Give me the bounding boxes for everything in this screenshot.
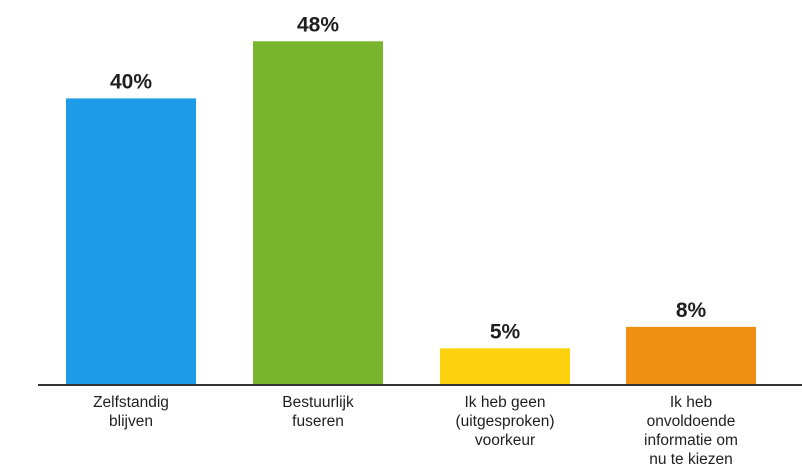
category-label-line: Ik heb geen [464,394,545,411]
category-label-2: Bestuurlijk fuseren [282,394,354,430]
category-label-line: blijven [109,413,153,430]
value-label-2: 48% [297,13,339,36]
category-label-3: Ik heb geen (uitgesproken) voorkeur [455,394,554,449]
value-label-1: 40% [110,70,152,93]
bar-3 [440,348,570,384]
category-label-line: (uitgesproken) [455,413,554,430]
category-label-line: fuseren [292,413,344,430]
bar-1 [66,98,196,385]
category-label-line: onvoldoende [647,413,736,430]
category-label-line: Bestuurlijk [282,394,354,411]
bar-4 [626,326,756,384]
category-label-line: Ik heb [670,394,712,411]
category-label-line: informatie om [644,432,738,449]
category-label-line: Zelfstandig [93,394,169,411]
value-label-4: 8% [676,299,707,322]
category-label-line: nu te kiezen [649,451,733,468]
value-label-3: 5% [490,320,521,343]
category-label-4: Ik heb onvoldoende informatie om nu te kiez… [644,394,738,468]
bar-2 [253,41,383,384]
category-label-line: voorkeur [475,432,535,449]
category-label-1: Zelfstandig blijven [93,394,169,430]
